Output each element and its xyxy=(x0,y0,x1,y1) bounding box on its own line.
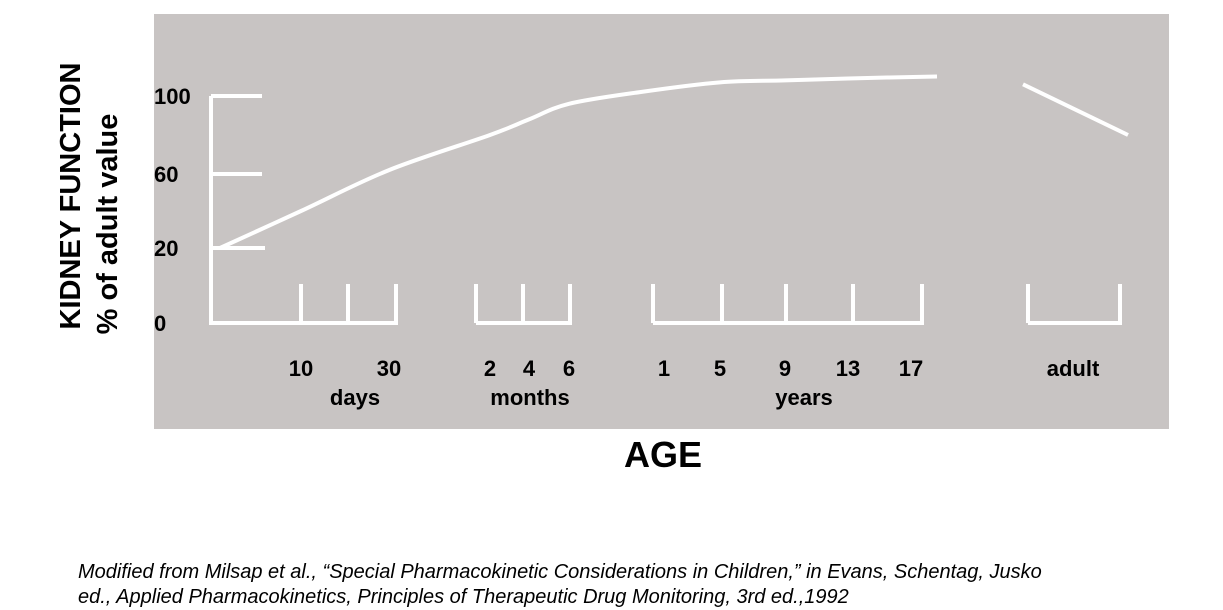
y-tick-label-20: 20 xyxy=(154,236,178,261)
x-tick-label-6: 6 xyxy=(563,356,575,381)
x-tick-label-9: 9 xyxy=(779,356,791,381)
series-line-adult xyxy=(1022,82,1129,137)
y-tick-label-60: 60 xyxy=(154,162,178,187)
x-tick-label-30: 30 xyxy=(377,356,401,381)
y-tick-label-0: 0 xyxy=(154,311,166,336)
x-axis-title: AGE xyxy=(624,434,702,475)
x-tick-label-adult: adult xyxy=(1047,356,1100,381)
plot-background xyxy=(154,14,1169,429)
x-tick-label-5: 5 xyxy=(714,356,726,381)
x-group-label-months: months xyxy=(490,385,569,410)
x-tick-label-17: 17 xyxy=(899,356,923,381)
y-tick-label-100: 100 xyxy=(154,84,191,109)
y-axis-title-line1: KIDNEY FUNCTION xyxy=(55,63,87,330)
source-caption-line1: Modified from Milsap et al., “Special Ph… xyxy=(78,561,1042,583)
x-tick-label-10: 10 xyxy=(289,356,313,381)
x-tick-label-4: 4 xyxy=(523,356,536,381)
series-lines xyxy=(219,74,1129,250)
source-caption-line2: ed., Applied Pharmacokinetics, Principle… xyxy=(78,586,849,608)
tick-labels: 0 20 60 100 10 30 days 2 4 6 months 1 5 9 13 17 years adu… xyxy=(154,84,1100,410)
x-tick-label-13: 13 xyxy=(836,356,860,381)
series-line-birth-to-17-years xyxy=(219,74,938,250)
x-tick-label-2: 2 xyxy=(484,356,496,381)
x-group-label-days: days xyxy=(330,385,380,410)
x-tick-label-1: 1 xyxy=(658,356,670,381)
y-axis-title-line2: % of adult value xyxy=(92,114,124,335)
x-group-label-years: years xyxy=(775,385,833,410)
axis-lines xyxy=(209,94,1122,325)
